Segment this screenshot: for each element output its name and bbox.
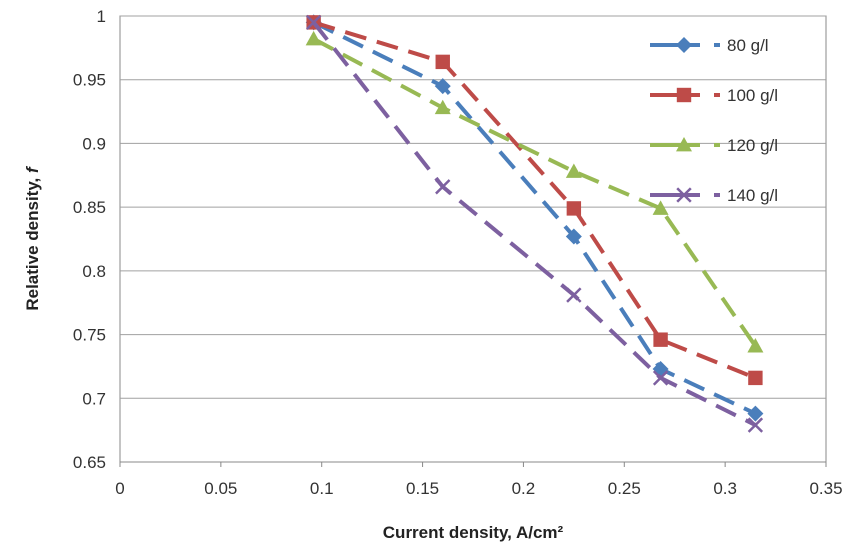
y-tick-label: 0.75 [73,326,106,345]
y-tick-label: 0.85 [73,198,106,217]
x-tick-label: 0.2 [512,479,536,498]
y-tick-labels: 0.65 0.7 0.75 0.8 0.85 0.9 0.95 1 [73,7,106,472]
y-tick-label: 0.9 [82,134,106,153]
series [305,30,764,353]
legend-item: 80 g/l [650,36,769,55]
y-axis-title: Relative density, f [23,165,42,311]
data-point [747,405,764,422]
data-point [565,163,582,178]
data-point [305,14,322,31]
legend-item: 120 g/l [650,136,778,155]
y-tick-label: 1 [97,7,106,26]
legend-item: 140 g/l [650,186,778,205]
x-tick-label: 0.35 [809,479,842,498]
data-point [652,370,669,386]
data-point [435,54,450,70]
y-axis-title-symbol: f [23,165,42,173]
x-tick-label: 0.1 [310,479,334,498]
legend-label: 100 g/l [727,86,778,105]
y-axis-title-text: Relative density, [23,173,42,311]
data-point [434,99,451,115]
x-tick-label: 0.05 [204,479,237,498]
x-tick-label: 0.25 [608,479,641,498]
x-tick-label: 0.3 [713,479,737,498]
gridlines [120,15,826,399]
y-tick-label: 0.65 [73,453,106,472]
data-point [652,200,669,215]
data-point [305,30,322,46]
series [305,14,764,433]
data-point [747,338,764,353]
y-tick-label: 0.8 [82,262,106,281]
x-axis-title: Current density, A/cm² [383,523,564,542]
data-point [565,228,582,245]
data-point [676,37,692,53]
data-point [747,417,764,433]
legend-label: 120 g/l [727,136,778,155]
legend-label: 140 g/l [727,186,778,205]
y-tick-label: 0.7 [82,389,106,408]
series-layer [305,14,764,433]
legend: 80 g/l 100 g/l 120 g/l 140 g/l [650,36,778,205]
data-point [676,137,692,152]
data-point [653,332,668,347]
data-point [676,187,692,203]
x-tick-label: 0.15 [406,479,439,498]
plot-area [119,15,827,463]
data-point [435,179,451,195]
data-point [434,78,451,95]
data-point [676,87,692,103]
x-tick-labels: 0 0.05 0.1 0.15 0.2 0.25 0.3 0.35 [115,462,843,498]
x-tick-label: 0 [115,479,124,498]
series-line [312,37,758,348]
data-point [566,287,582,303]
data-point [566,201,582,216]
legend-label: 80 g/l [727,36,769,55]
legend-item: 100 g/l [650,86,778,105]
data-point [748,370,763,386]
y-tick-label: 0.95 [73,71,106,90]
